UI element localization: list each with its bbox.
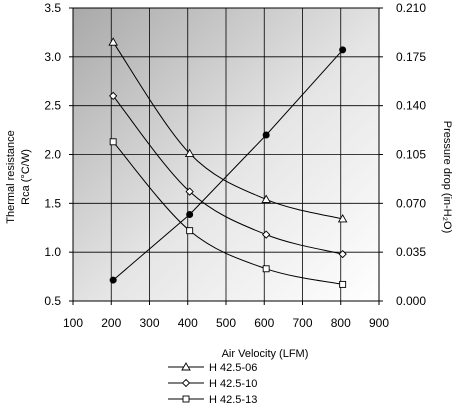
tick-labels: 100 200 300 400 500 600 700 800 900 0.5 1.0 1.5 2.0 2… — [44, 1, 426, 330]
legend-label: H 42.5-13 — [209, 394, 257, 406]
x-tick-label: 700 — [292, 316, 312, 330]
y-left-tick-label: 2.5 — [44, 99, 61, 113]
series-3 — [109, 138, 347, 288]
y-left-tick-label: 3.5 — [44, 1, 61, 15]
filled-circle-marker — [339, 46, 347, 54]
x-tick-label: 300 — [139, 316, 159, 330]
filled-circle-marker — [109, 276, 117, 284]
series-line — [112, 41, 343, 220]
series — [108, 37, 348, 288]
series-line — [112, 141, 343, 285]
axes — [69, 7, 383, 305]
legend-item: H 42.5-10 — [168, 378, 257, 390]
y-left-axis-title-line2: Rca (°C/W) — [20, 149, 32, 205]
series-1 — [108, 37, 348, 223]
y-right-tick-label: 0.140 — [396, 99, 426, 113]
triangle-marker — [261, 194, 271, 203]
x-tick-label: 400 — [178, 316, 198, 330]
triangle-marker — [108, 37, 118, 46]
x-tick-label: 900 — [369, 316, 389, 330]
y-left-axis-title-line1: Thermal resistance — [5, 130, 17, 224]
diamond-marker — [109, 91, 118, 101]
triangle-marker — [184, 148, 195, 157]
diamond-marker — [181, 378, 191, 388]
series-line — [112, 49, 344, 281]
y-right-tick-label: 0.000 — [396, 294, 426, 308]
square-marker — [262, 265, 270, 273]
square-marker — [339, 280, 347, 288]
triangle-marker — [181, 362, 191, 371]
series-2 — [109, 91, 347, 259]
x-tick-label: 600 — [254, 316, 274, 330]
diamond-marker — [185, 187, 194, 196]
diamond-marker — [338, 249, 347, 259]
y-right-axis-title: Pressure drop (in-H₂O) — [441, 121, 453, 233]
square-marker — [182, 395, 190, 403]
series-4 — [109, 46, 347, 284]
y-right-tick-label: 0.210 — [396, 1, 426, 15]
filled-circle-marker — [186, 210, 194, 218]
legend: H 42.5-06 H 42.5-10 H 42.5-13 — [168, 362, 257, 406]
filled-circle-marker — [262, 131, 270, 139]
y-right-tick-label: 0.070 — [396, 196, 426, 210]
x-tick-label: 200 — [101, 316, 121, 330]
x-axis-title: Air Velocity (LFM) — [222, 348, 309, 360]
legend-label: H 42.5-10 — [209, 378, 257, 390]
y-left-tick-label: 1.0 — [44, 245, 61, 259]
legend-label: H 42.5-06 — [209, 362, 257, 374]
y-right-tick-label: 0.175 — [396, 50, 426, 64]
y-right-tick-label: 0.105 — [396, 148, 426, 162]
y-left-tick-label: 0.5 — [44, 294, 61, 308]
y-left-tick-label: 3.0 — [44, 50, 61, 64]
y-right-tick-label: 0.035 — [396, 245, 426, 259]
diamond-marker — [262, 230, 271, 239]
legend-item: H 42.5-06 — [168, 362, 257, 374]
x-tick-label: 800 — [331, 316, 351, 330]
legend-item: H 42.5-13 — [168, 394, 257, 406]
x-tick-label: 100 — [63, 316, 83, 330]
square-marker — [186, 227, 194, 235]
square-marker — [109, 138, 117, 146]
triangle-marker — [337, 214, 348, 223]
y-left-tick-label: 2.0 — [44, 148, 61, 162]
series-line — [112, 95, 343, 255]
y-left-tick-label: 1.5 — [44, 196, 61, 210]
x-tick-label: 500 — [216, 316, 236, 330]
